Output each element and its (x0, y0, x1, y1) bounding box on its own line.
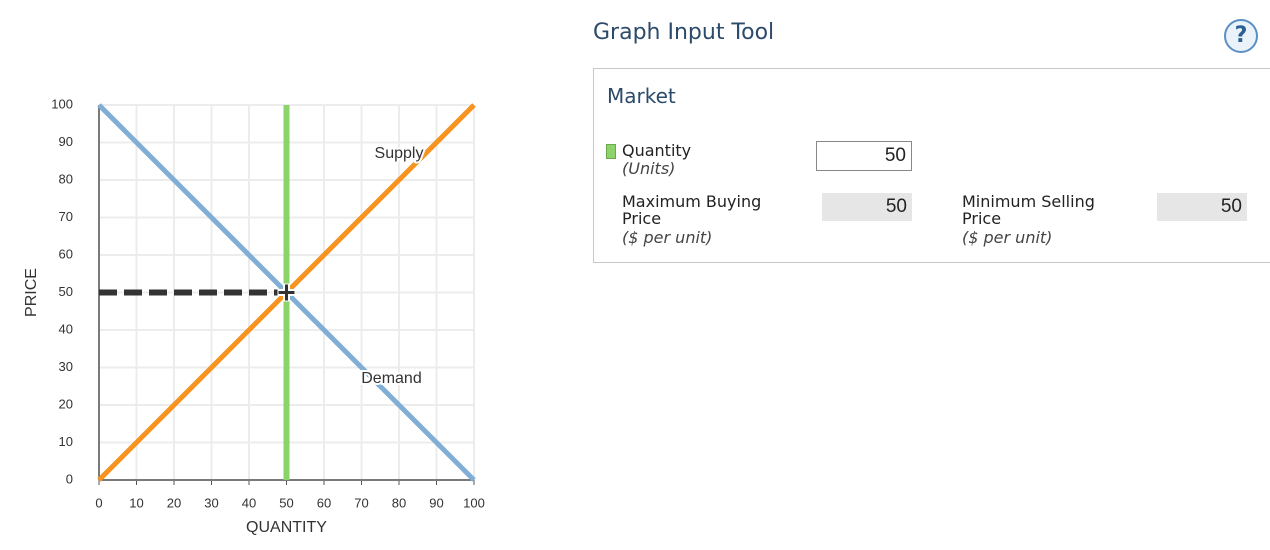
market-panel (593, 68, 1270, 263)
max-buying-unit: ($ per unit) (622, 228, 713, 247)
help-button[interactable]: ? (1224, 19, 1258, 53)
section-title: Market (607, 84, 676, 108)
series-label: Supply (375, 145, 424, 162)
min-selling-label: Minimum Selling Price (962, 192, 1095, 228)
series-label: Demand (361, 370, 421, 387)
y-tick-label: 30 (59, 359, 73, 374)
chart: 0 10 20 30 40 50 60 70 80 90 100 0 10 20 30 40 50 60 70 80 9… (23, 96, 485, 536)
x-tick-label: 50 (279, 495, 293, 510)
min-selling-unit: ($ per unit) (962, 228, 1053, 247)
y-tick-label: 50 (59, 284, 73, 299)
quantity-input[interactable]: 50 (816, 141, 912, 171)
y-tick-label: 20 (59, 396, 73, 411)
y-tick-label: 10 (59, 434, 73, 449)
y-tick-label: 40 (59, 321, 73, 336)
y-tick-label: 80 (59, 171, 73, 186)
min-selling-value: 50 (1157, 193, 1247, 221)
quantity-swatch (606, 144, 616, 159)
y-tick-label: 60 (59, 246, 73, 261)
x-tick-label: 10 (129, 495, 143, 510)
x-axis-label: QUANTITY (246, 519, 327, 536)
x-tick-label: 70 (354, 495, 368, 510)
x-tick-label: 40 (242, 495, 256, 510)
x-tick-label: 0 (95, 495, 102, 510)
max-buying-value: 50 (822, 193, 912, 221)
y-tick-label: 90 (59, 134, 73, 149)
y-tick-label: 0 (66, 471, 73, 486)
tool-title: Graph Input Tool (593, 20, 775, 45)
y-tick-label: 100 (51, 96, 73, 111)
quantity-unit: (Units) (622, 159, 676, 178)
x-tick-label: 20 (167, 495, 181, 510)
x-tick-label: 90 (429, 495, 443, 510)
x-tick-label: 100 (463, 495, 485, 510)
equilibrium-point (278, 284, 295, 301)
y-axis-label: PRICE (23, 268, 40, 317)
x-tick-label: 60 (317, 495, 331, 510)
x-tick-label: 30 (204, 495, 218, 510)
max-buying-label: Maximum Buying Price (622, 192, 762, 228)
quantity-label: Quantity (622, 141, 692, 160)
y-tick-label: 70 (59, 209, 73, 224)
x-tick-label: 80 (392, 495, 406, 510)
